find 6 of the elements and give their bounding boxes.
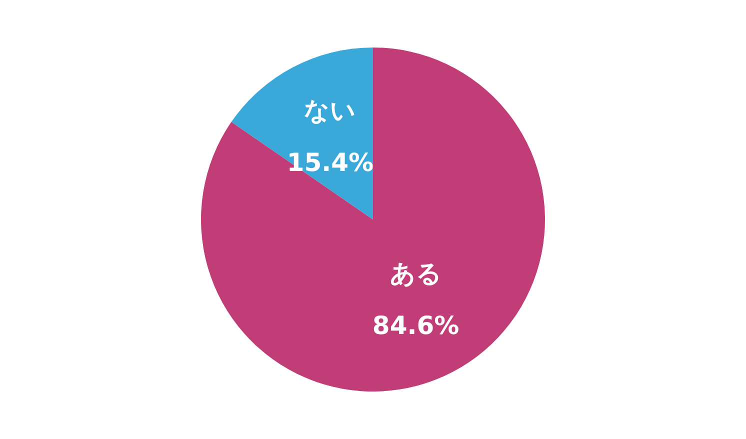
slice-label: ない bbox=[304, 96, 356, 126]
slice-label: ある bbox=[390, 258, 442, 288]
pie-slice bbox=[231, 48, 373, 220]
pie-slice bbox=[201, 48, 545, 392]
data-label: 84.6% bbox=[372, 310, 460, 340]
data-label: 15.4% bbox=[286, 148, 374, 178]
